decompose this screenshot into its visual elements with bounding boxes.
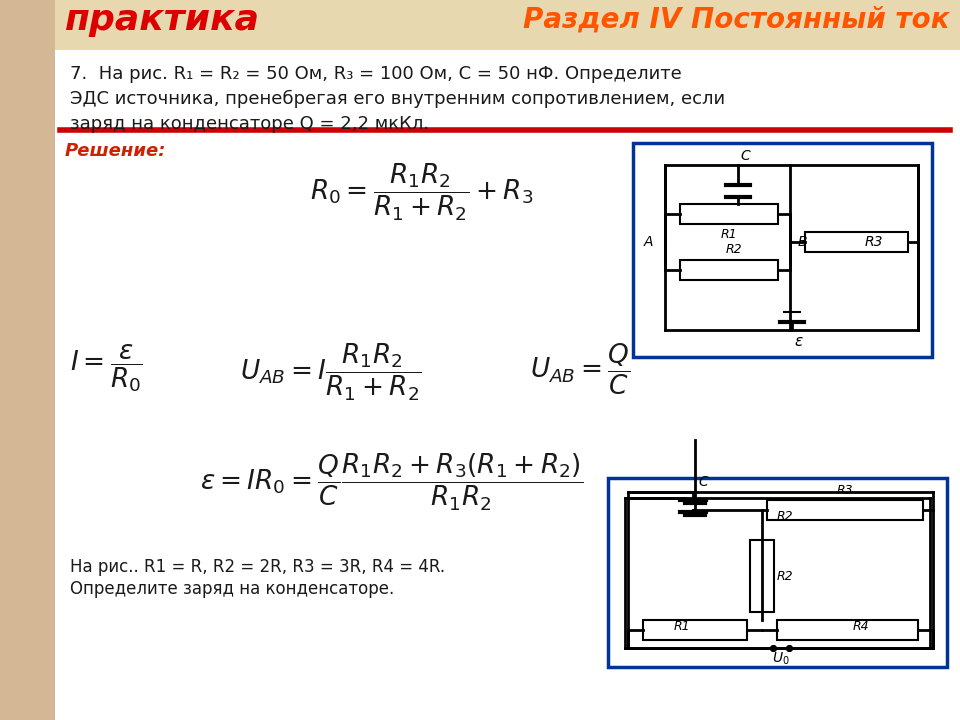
Text: R1: R1: [721, 228, 737, 241]
Text: C: C: [698, 475, 708, 489]
Text: R4: R4: [852, 619, 869, 632]
FancyBboxPatch shape: [55, 0, 960, 50]
Text: C: C: [740, 149, 751, 163]
Text: $R_0 = \dfrac{R_1 R_2}{R_1 + R_2} + R_3$: $R_0 = \dfrac{R_1 R_2}{R_1 + R_2} + R_3$: [310, 162, 534, 223]
Text: практика: практика: [65, 3, 260, 37]
Bar: [680, 260, 778, 280]
Text: R1: R1: [673, 619, 690, 632]
FancyBboxPatch shape: [55, 0, 960, 720]
Text: A: A: [643, 235, 653, 249]
FancyBboxPatch shape: [608, 478, 947, 667]
Text: $U_{AB} = I\dfrac{R_1 R_2}{R_1 + R_2}$: $U_{AB} = I\dfrac{R_1 R_2}{R_1 + R_2}$: [240, 342, 421, 403]
Text: 7.  На рис. R₁ = R₂ = 50 Ом, R₃ = 100 Ом, C = 50 нФ. Определите: 7. На рис. R₁ = R₂ = 50 Ом, R₃ = 100 Ом,…: [70, 65, 682, 83]
Text: $U_0$: $U_0$: [772, 651, 789, 667]
Text: R3: R3: [865, 235, 883, 249]
Bar: [750, 540, 774, 612]
Text: R2: R2: [777, 570, 794, 582]
Text: ε: ε: [795, 334, 803, 349]
Bar: [643, 620, 747, 640]
Text: $\varepsilon = IR_0 = \dfrac{Q}{C}\dfrac{R_1 R_2 + R_3(R_1 + R_2)}{R_1 R_2}$: $\varepsilon = IR_0 = \dfrac{Q}{C}\dfrac…: [200, 452, 583, 513]
Text: B: B: [798, 235, 807, 249]
Bar: [767, 500, 923, 520]
Text: Раздел IV Постоянный ток: Раздел IV Постоянный ток: [523, 6, 950, 34]
Text: $I = \dfrac{\varepsilon}{R_0}$: $I = \dfrac{\varepsilon}{R_0}$: [70, 342, 143, 394]
Text: На рис.. R1 = R, R2 = 2R, R3 = 3R, R4 = 4R.: На рис.. R1 = R, R2 = 2R, R3 = 3R, R4 = …: [70, 558, 445, 576]
Bar: [680, 204, 778, 224]
Text: R3: R3: [837, 484, 853, 497]
Text: $U_{AB} = \dfrac{Q}{C}$: $U_{AB} = \dfrac{Q}{C}$: [530, 342, 631, 397]
Text: R2: R2: [777, 510, 794, 523]
FancyBboxPatch shape: [0, 0, 55, 720]
Text: ЭДС источника, пренебрегая его внутренним сопротивлением, если: ЭДС источника, пренебрегая его внутренни…: [70, 90, 725, 108]
Text: Решение:: Решение:: [65, 142, 166, 160]
FancyBboxPatch shape: [633, 143, 932, 357]
Bar: [805, 232, 908, 252]
Text: R2: R2: [726, 243, 742, 256]
Text: заряд на конденсаторе Q = 2,2 мкКл.: заряд на конденсаторе Q = 2,2 мкКл.: [70, 115, 429, 133]
Text: Определите заряд на конденсаторе.: Определите заряд на конденсаторе.: [70, 580, 395, 598]
Bar: [777, 620, 918, 640]
